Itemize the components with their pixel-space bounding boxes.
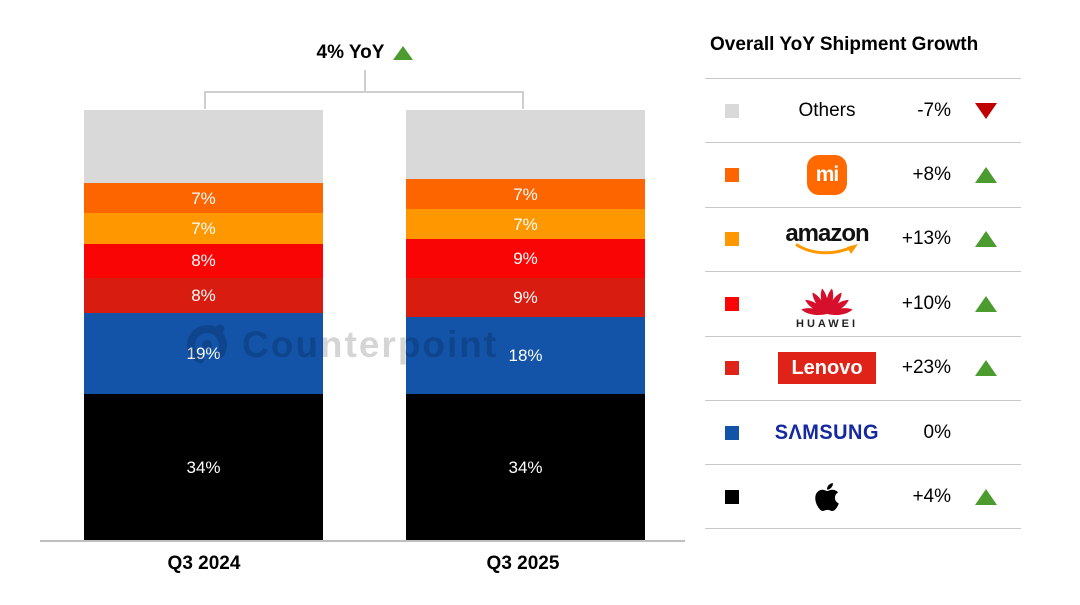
huawei-logo: HUAWEI [796, 277, 858, 330]
legend-row-others: Others -7% [705, 78, 1021, 142]
bar-segment-samsung: 18% [406, 316, 645, 395]
bar-segment-label: 18% [508, 346, 543, 366]
bar-segment-apple: 34% [406, 394, 645, 542]
growth-up-triangle-icon [393, 46, 414, 60]
xiaomi-logo-text: mi [815, 163, 839, 187]
up-triangle-icon [975, 295, 997, 312]
lenovo-color-swatch [725, 361, 739, 376]
legend-row-apple: +4% [705, 464, 1021, 529]
overall-growth-label: 4% YoY [316, 42, 385, 63]
bar-segment-others [84, 110, 323, 184]
up-triangle-icon [975, 167, 997, 184]
bar-segment-label: 34% [508, 458, 543, 478]
xiaomi-color-swatch [725, 168, 739, 183]
growth-value-others: -7% [917, 99, 951, 121]
huawei-petals-icon [801, 288, 853, 316]
samsung-logo: SΛMSUNG [774, 420, 880, 444]
bar-segment-label: 19% [186, 344, 221, 364]
legend-panel: Overall YoY Shipment Growth Others -7% m… [705, 34, 1021, 529]
huawei-color-swatch [725, 296, 739, 311]
x-axis-line [40, 540, 685, 542]
bar-segment-samsung: 19% [84, 312, 323, 395]
bar-segment-lenovo: 9% [406, 278, 645, 317]
growth-value-huawei: +10% [901, 292, 951, 314]
huawei-logo-text: HUAWEI [796, 318, 858, 331]
bar-segment-amazon: 7% [84, 213, 323, 244]
bar-segment-label: 34% [186, 458, 221, 478]
growth-value-lenovo: +23% [901, 357, 951, 379]
bar-segment-xiaomi: 7% [406, 178, 645, 210]
growth-value-apple: +4% [912, 485, 951, 507]
bar-segment-label: 7% [513, 214, 538, 234]
stacked-bar-q3-2024: 7% 7% 8% 8% 19% 34% [84, 110, 323, 542]
overall-growth-header: 4% YoY [215, 42, 515, 64]
others-color-swatch [725, 103, 739, 118]
samsung-color-swatch [725, 425, 739, 440]
bar-segment-label: 9% [513, 249, 538, 269]
bar-segment-others [406, 110, 645, 179]
others-label: Others [798, 99, 856, 121]
bar-segment-label: 9% [513, 287, 538, 307]
bracket-line [522, 91, 524, 109]
amazon-logo-text: amazon [785, 220, 869, 248]
up-triangle-icon [975, 360, 997, 377]
legend-rows: Others -7% mi +8% amazon [705, 78, 1021, 529]
apple-logo [815, 482, 839, 511]
bar-segment-label: 7% [191, 219, 216, 239]
growth-value-amazon: +13% [901, 228, 951, 250]
up-triangle-icon [975, 231, 997, 248]
x-axis-label-q3-2025: Q3 2025 [486, 553, 560, 574]
legend-title: Overall YoY Shipment Growth [710, 34, 979, 55]
legend-row-xiaomi: mi +8% [705, 142, 1021, 206]
bar-segment-label: 7% [191, 188, 216, 208]
up-triangle-icon [975, 488, 997, 505]
bar-segment-label: 8% [191, 285, 216, 305]
amazon-logo: amazon [785, 220, 870, 256]
bar-segment-xiaomi: 7% [84, 183, 323, 214]
bar-segment-huawei: 9% [406, 239, 645, 279]
legend-row-amazon: amazon +13% [705, 206, 1021, 271]
legend-row-huawei: HUAWEI +10% [705, 271, 1021, 335]
legend-row-samsung: SΛMSUNG 0% [705, 399, 1021, 464]
bracket-line [364, 70, 366, 91]
bracket-line [204, 91, 524, 93]
legend-row-lenovo: Lenovo +23% [705, 335, 1021, 400]
bar-segment-apple: 34% [84, 394, 323, 542]
bar-segment-huawei: 8% [84, 243, 323, 279]
amazon-color-swatch [725, 232, 739, 247]
bracket-line [204, 91, 206, 109]
down-triangle-icon [975, 102, 997, 119]
x-axis-label-q3-2024: Q3 2024 [167, 553, 241, 574]
apple-color-swatch [725, 489, 739, 504]
stacked-bar-q3-2025: 7% 7% 9% 9% 18% 34% [406, 110, 645, 542]
growth-value-samsung: 0% [923, 421, 951, 443]
lenovo-logo: Lenovo [778, 352, 876, 385]
bar-segment-label: 8% [191, 251, 216, 271]
bar-segment-amazon: 7% [406, 209, 645, 240]
bar-segment-lenovo: 8% [84, 278, 323, 313]
xiaomi-logo: mi [807, 155, 847, 196]
growth-value-xiaomi: +8% [912, 164, 951, 186]
amazon-smile-icon [795, 243, 859, 255]
bar-segment-label: 7% [513, 184, 538, 204]
